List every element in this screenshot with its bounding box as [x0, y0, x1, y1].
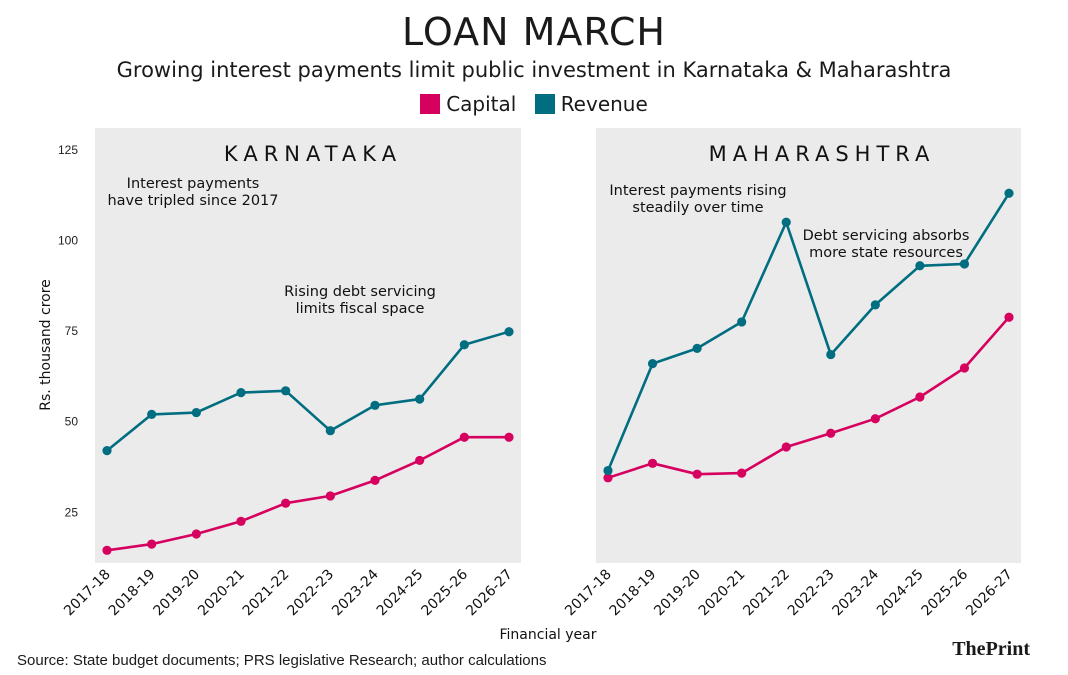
chart-subtitle: Growing interest payments limit public i… [116, 58, 952, 82]
data-point-revenue [647, 359, 658, 369]
y-tick-label: 125 [58, 143, 78, 157]
annotation-text: limits fiscal space [296, 301, 425, 317]
data-point-capital [959, 363, 970, 373]
data-point-revenue [415, 394, 425, 404]
series-line-capital-karnataka [106, 435, 509, 552]
panel-title-karnataka: KARNATAKA [224, 142, 402, 166]
data-point-revenue [325, 426, 335, 436]
data-point-revenue [826, 349, 836, 360]
data-point-revenue [281, 386, 291, 396]
data-point-capital [1004, 312, 1014, 322]
data-point-capital [370, 475, 380, 485]
legend: Capital Revenue [0, 92, 1068, 119]
legend-item-capital: Capital [420, 92, 516, 116]
data-point-capital [325, 491, 335, 501]
data-point-capital [826, 428, 836, 438]
series-line-revenue-maharashtra [606, 192, 1011, 472]
x-tick-label: 2022-23 [284, 567, 337, 620]
annotation-text: more state resources [809, 245, 963, 261]
data-point-revenue [915, 261, 925, 271]
x-tick-label: 2022-23 [785, 567, 838, 620]
data-point-capital [102, 545, 112, 555]
data-point-revenue [603, 465, 613, 476]
annotation-text: steadily over time [632, 200, 763, 216]
x-tick-label: 2023-24 [829, 566, 882, 619]
x-tick-label: 2017-18 [61, 567, 114, 620]
chart-title: LOAN MARCH [402, 10, 666, 54]
legend-item-revenue: Revenue [534, 92, 648, 116]
legend-swatch-capital [420, 94, 441, 114]
x-tick-label: 2026-27 [463, 567, 516, 620]
x-tick-label: 2018-19 [106, 567, 159, 620]
data-point-capital [692, 469, 702, 479]
data-point-capital [459, 432, 469, 442]
annotation-text: Interest payments rising [609, 183, 786, 199]
y-tick-label: 75 [65, 324, 79, 338]
x-tick-label: 2020-21 [195, 567, 248, 620]
series-line-capital-maharashtra [607, 316, 1010, 480]
x-tick-label: 2023-24 [329, 566, 382, 619]
data-point-revenue [459, 340, 469, 350]
data-point-revenue [737, 317, 747, 327]
data-point-capital [415, 455, 425, 466]
x-axis-label: Financial year [500, 627, 597, 643]
source-note: Source: State budget documents; PRS legi… [17, 652, 547, 669]
x-tick-label: 2019-20 [651, 567, 704, 620]
x-tick-label: 2019-20 [150, 567, 203, 620]
data-point-capital [915, 392, 925, 402]
x-tick-label: 2021-22 [240, 567, 293, 620]
data-point-revenue [191, 407, 201, 418]
series-line-revenue-karnataka [106, 330, 510, 452]
legend-label-revenue: Revenue [560, 92, 648, 116]
x-tick-label: 2026-27 [963, 567, 1016, 620]
annotation-text: Debt servicing absorbs [803, 228, 970, 244]
x-tick-label: 2025-26 [919, 566, 972, 619]
data-point-capital [236, 516, 246, 526]
data-point-capital [603, 473, 613, 483]
annotation-text: have tripled since 2017 [107, 193, 278, 209]
annotation-text: Interest payments [127, 176, 260, 192]
plot-area-karnataka [95, 128, 521, 563]
data-point-capital [504, 432, 514, 442]
legend-label-capital: Capital [446, 92, 517, 116]
x-tick-label: 2025-26 [418, 566, 471, 619]
y-tick-label: 50 [65, 415, 79, 429]
data-point-capital [191, 529, 201, 539]
data-point-revenue [781, 217, 791, 227]
x-tick-label: 2021-22 [740, 567, 793, 620]
data-point-revenue [692, 343, 702, 353]
data-point-revenue [370, 400, 380, 410]
legend-swatch-revenue [534, 94, 555, 114]
x-tick-label: 2024-25 [874, 567, 927, 620]
x-tick-label: 2024-25 [374, 567, 427, 620]
theprint-logo: ThePrint [952, 638, 1030, 660]
y-tick-label: 100 [58, 233, 78, 247]
y-tick-label: 25 [65, 505, 79, 519]
y-axis-label: Rs. thousand crore [38, 279, 54, 411]
data-point-revenue [959, 259, 970, 269]
data-point-capital [281, 498, 291, 508]
data-point-revenue [1004, 188, 1014, 198]
data-point-capital [147, 539, 157, 549]
data-point-capital [781, 442, 791, 452]
annotation-text: Rising debt servicing [284, 284, 436, 300]
data-point-revenue [102, 446, 112, 456]
data-point-revenue [147, 409, 157, 419]
data-point-revenue [236, 388, 246, 398]
panel-title-maharashtra: MAHARASHTRA [709, 142, 936, 166]
x-tick-label: 2017-18 [562, 567, 615, 620]
x-tick-label: 2020-21 [696, 567, 749, 620]
data-point-capital [737, 468, 747, 478]
data-point-revenue [504, 327, 514, 337]
data-point-revenue [870, 300, 880, 310]
data-point-capital [647, 458, 658, 468]
data-point-capital [870, 414, 880, 424]
x-tick-label: 2018-19 [607, 567, 660, 620]
plot-area-maharashtra [596, 128, 1021, 563]
